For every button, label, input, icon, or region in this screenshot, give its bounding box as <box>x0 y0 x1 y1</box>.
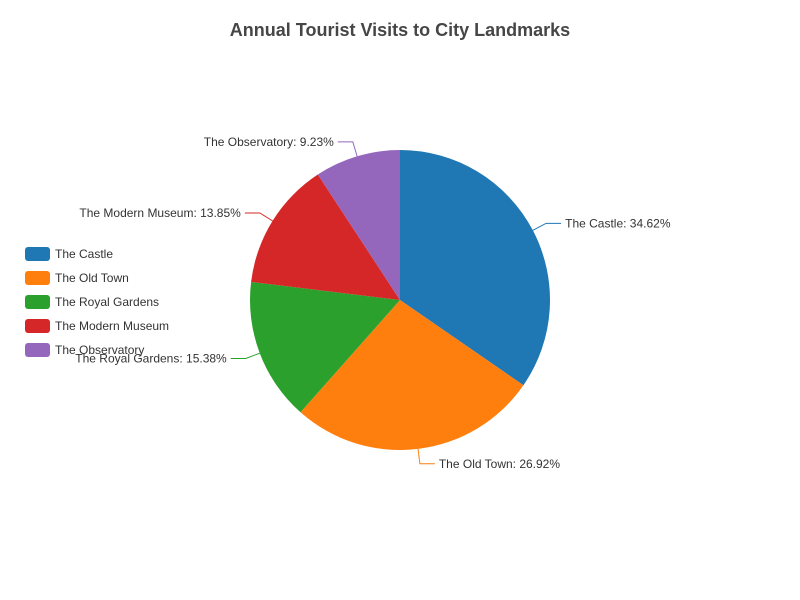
pie-slice-the-observatory[interactable] <box>317 150 400 300</box>
legend-label: The Castle <box>55 247 114 261</box>
legend-swatch <box>25 247 50 261</box>
legend-item-the-modern-museum[interactable]: The Modern Museum <box>25 314 169 338</box>
legend-swatch <box>25 271 50 285</box>
legend-item-the-observatory[interactable]: The Observatory <box>25 338 169 362</box>
pie-slice-the-castle[interactable] <box>400 150 551 386</box>
legend-label: The Royal Gardens <box>55 295 160 309</box>
data-label-the-modern-museum: The Modern Museum: 13.85% <box>79 206 241 220</box>
label-line-the-observatory <box>337 141 358 157</box>
legend-item-the-old-town[interactable]: The Old Town <box>25 266 169 290</box>
data-label-the-royal-gardens: The Royal Gardens: 15.38% <box>75 352 227 366</box>
label-line-the-modern-museum <box>244 212 273 222</box>
chart-title: Annual Tourist Visits to City Landmarks <box>229 20 571 40</box>
data-label-the-old-town: The Old Town: 26.92% <box>439 457 561 471</box>
pie-slice-the-royal-gardens[interactable] <box>250 281 400 413</box>
legend-item-the-castle[interactable]: The Castle <box>25 242 169 266</box>
legend-item-the-royal-gardens[interactable]: The Royal Gardens <box>25 290 169 314</box>
legend-label: The Observatory <box>55 343 145 357</box>
legend-swatch <box>25 319 50 333</box>
pie-slice-the-modern-museum[interactable] <box>251 174 400 300</box>
label-line-the-castle <box>532 222 562 231</box>
chart-legend: The Castle The Old Town The Royal Gardens T… <box>25 242 169 362</box>
legend-swatch <box>25 343 50 357</box>
label-line-the-old-town <box>417 448 435 465</box>
label-line-the-royal-gardens <box>230 352 260 360</box>
legend-label: The Old Town <box>55 271 129 285</box>
data-label-the-observatory: The Observatory: 9.23% <box>204 135 334 149</box>
pie-slice-the-old-town[interactable] <box>300 300 524 451</box>
data-label-the-castle: The Castle: 34.62% <box>565 216 671 230</box>
legend-swatch <box>25 295 50 309</box>
legend-label: The Modern Museum <box>55 319 170 333</box>
